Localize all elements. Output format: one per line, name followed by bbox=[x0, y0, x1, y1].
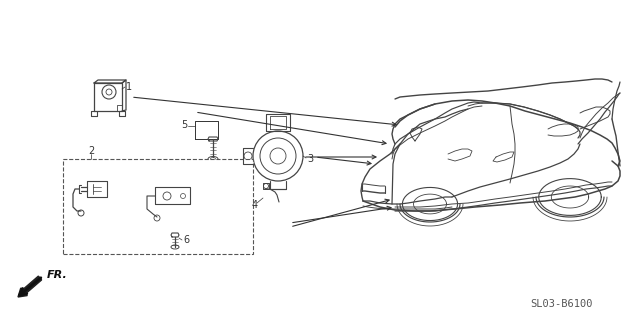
Text: SL03-B6100: SL03-B6100 bbox=[530, 299, 593, 309]
Text: FR.: FR. bbox=[47, 270, 68, 280]
Text: 3: 3 bbox=[307, 154, 313, 164]
FancyArrow shape bbox=[18, 276, 42, 297]
Text: 5: 5 bbox=[180, 120, 187, 130]
Text: 2: 2 bbox=[88, 146, 94, 156]
Text: 6: 6 bbox=[183, 235, 189, 245]
Text: 4: 4 bbox=[252, 200, 258, 210]
Text: 1: 1 bbox=[126, 82, 132, 92]
Bar bbox=[63, 159, 253, 254]
